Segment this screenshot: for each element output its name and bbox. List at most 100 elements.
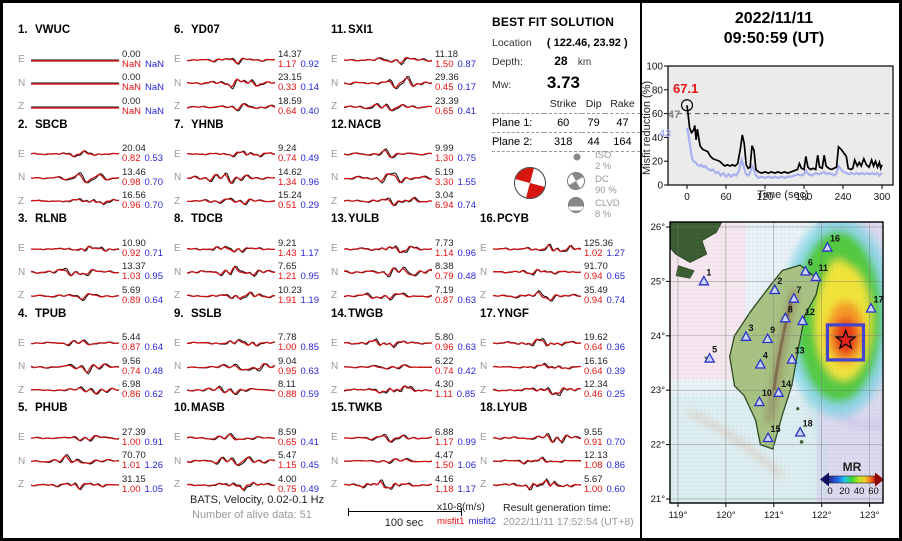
component-label: N (174, 172, 182, 184)
waveform-trace (344, 338, 432, 349)
misfit2-value: 0.60 (606, 483, 626, 495)
amplitude-units: x10-8(m/s) (437, 502, 485, 513)
peak-amplitude: 19.62 (584, 332, 608, 344)
misfit1-value: 1.00 (278, 342, 297, 354)
waveform-row: E 9.55 0.91 0.70 (480, 426, 636, 450)
waveform-row: E 9.21 1.43 1.17 (174, 237, 330, 261)
map-station-num: 18 (803, 419, 813, 429)
fit-values: 9.04 0.95 0.63 (278, 356, 326, 377)
waveform-trace (344, 244, 432, 254)
misfit1-value: 0.82 (122, 153, 141, 165)
station-title: 14.TWGB (331, 307, 384, 320)
misfit1-value: 1.01 (122, 460, 141, 472)
peak-amplitude: 8.59 (278, 426, 297, 438)
map-station-num: 5 (712, 345, 717, 355)
misfit2-value: 0.45 (300, 460, 320, 472)
depth-value: 28 (554, 54, 568, 68)
waveform-trace (31, 481, 119, 490)
waveform-row: N 9.04 0.95 0.63 (174, 355, 330, 379)
component-label: Z (174, 290, 181, 302)
component-label: Z (174, 479, 181, 491)
map-station-2 (769, 283, 781, 295)
component-label: N (331, 266, 339, 278)
station-block: 18.LYUB E 9.55 0.91 0.70 N 12.13 1.08 0.86 Z 5.67 1… (480, 400, 636, 495)
mr-tick: 20 (839, 486, 850, 497)
misfit1-value: 0.86 (122, 389, 141, 401)
annotation-67-1: 67.1 (673, 81, 698, 96)
misfit1-value: 1.14 (435, 247, 454, 259)
waveform-trace (31, 82, 119, 85)
plane1-label: Plane 1: (492, 113, 544, 133)
peak-amplitude: 0.00 (122, 48, 141, 60)
misfit1-value: 0.94 (584, 271, 603, 283)
mr-tick: 40 (854, 486, 865, 497)
waveform-row: Z 10.23 1.91 1.19 (174, 284, 330, 308)
component-label: Z (18, 195, 25, 207)
map-station-14 (772, 386, 785, 397)
component-label: E (331, 54, 338, 66)
fit-values: 13.46 0.98 0.70 (122, 167, 170, 188)
peak-amplitude: 4.30 (435, 379, 454, 391)
misfit1-value: 0.87 (122, 342, 141, 354)
misfit-legend: misfit1 misfit2 (437, 516, 496, 527)
misfit1-value: 0.74 (435, 365, 454, 377)
depth-unit: km (577, 57, 592, 68)
component-label: E (18, 54, 25, 66)
map-station-num: 6 (808, 258, 813, 268)
component-label: N (331, 172, 339, 184)
svg-text:180: 180 (796, 192, 813, 203)
plane2-label: Plane 2: (492, 132, 544, 152)
map-station-11 (810, 270, 822, 282)
col-rake: Rake (604, 95, 640, 114)
fit-values: 13.37 1.03 0.95 (122, 262, 170, 282)
station-block: 6. YD07 E 14.37 1.17 0.92 N 23.15 0.33 0.14 Z 18.59… (174, 22, 330, 117)
lon-tick: 122° (812, 510, 832, 521)
waveform-trace (493, 432, 581, 444)
fit-values: 5.47 1.15 0.45 (278, 451, 326, 471)
waveform-trace (31, 292, 119, 301)
peak-amplitude: 5.47 (278, 450, 297, 462)
svg-text:120: 120 (757, 192, 774, 203)
component-label: E (174, 337, 181, 349)
waveform-row: N 13.46 0.98 0.70 (18, 166, 174, 190)
misfit2-value: 0.91 (144, 436, 164, 448)
lon-tick: 119° (669, 510, 688, 521)
waveform-row: N 5.19 3.30 1.55 (331, 166, 487, 190)
svg-text:100: 100 (646, 62, 663, 73)
misfit2-value: 1.27 (606, 247, 626, 259)
waveform-trace (344, 148, 432, 159)
annotation-43: 43 (659, 128, 671, 140)
component-label: Z (331, 101, 338, 113)
waveform-row: N 5.47 1.15 0.45 (174, 450, 330, 474)
peak-amplitude: 7.19 (435, 284, 454, 296)
misfit1-value: 1.02 (584, 247, 603, 259)
peak-amplitude: 16.16 (584, 355, 608, 367)
component-label: Z (18, 479, 25, 491)
waveform-row: N 91.70 0.94 0.65 (480, 261, 636, 285)
map-station-num: 17 (874, 295, 884, 305)
peak-amplitude: 5.44 (122, 332, 141, 344)
waveform-trace (187, 78, 275, 90)
misfit2-value: 0.49 (300, 483, 320, 495)
mw-label: Mw: (492, 79, 512, 91)
misfit1-value: 0.95 (278, 365, 297, 377)
misfit1-value: 0.33 (278, 82, 297, 94)
fit-values: 125.36 1.02 1.27 (584, 238, 632, 259)
waveform-trace (187, 339, 275, 347)
map-station-5 (703, 352, 716, 363)
svg-text:0: 0 (684, 192, 690, 203)
data-description: BATS, Velocity, 0.02-0.1 Hz (190, 494, 325, 506)
waveform-row: Z 5.69 0.89 0.64 (18, 284, 174, 308)
misfit2-value: 0.95 (144, 271, 164, 283)
map-station-8 (779, 312, 791, 323)
station-block: 4. TPUB E 5.44 0.87 0.64 N 9.56 0.74 0.48 Z 6.98 0.8… (18, 306, 174, 401)
fit-values: 14.62 1.34 0.96 (278, 167, 326, 188)
map-station-num: 7 (796, 285, 801, 295)
misfit2-value: 1.06 (457, 460, 477, 472)
misfit1-value: 0.65 (278, 436, 297, 448)
peak-amplitude: 7.73 (435, 237, 454, 249)
misfit2-value: 0.74 (606, 294, 626, 306)
svg-text:20: 20 (652, 157, 664, 168)
waveform-trace (31, 150, 119, 158)
epicenter-star (834, 328, 857, 350)
